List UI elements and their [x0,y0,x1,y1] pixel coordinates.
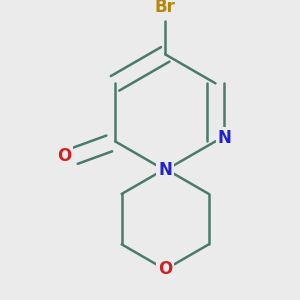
Text: N: N [218,129,232,147]
Text: O: O [57,147,71,165]
Text: O: O [158,260,172,278]
Text: N: N [158,161,172,179]
Text: Br: Br [155,0,176,16]
